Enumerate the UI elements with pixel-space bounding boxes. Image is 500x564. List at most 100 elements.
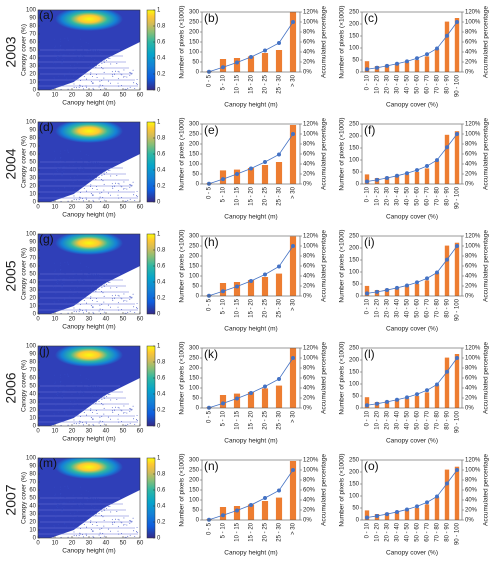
x-tick-label: 25 - 30 [277, 186, 283, 205]
x-tick-label: 70 - 80 [435, 522, 441, 541]
x-tick-label: 70 - 80 [435, 186, 441, 205]
scatter-dot [54, 277, 56, 279]
scatter-dot [96, 396, 98, 398]
scatter-dot [120, 297, 122, 299]
scatter-dot [90, 72, 92, 74]
scatter-dot [64, 299, 66, 301]
scatter-dot [129, 310, 131, 312]
accumulated-point [405, 507, 409, 512]
y2-tick-label: 0% [303, 70, 312, 76]
scatter-dot [73, 198, 75, 200]
colorbar-tick-label: 0 [157, 536, 161, 542]
scatter-dot [63, 420, 65, 422]
x-axis-label: Canopy height (m) [62, 212, 115, 219]
scatter-dot [99, 528, 101, 530]
scatter-dot [106, 171, 108, 173]
y2-tick-label: 80% [303, 366, 316, 372]
scatter-dot [91, 178, 93, 180]
y-tick-label: 100 [349, 46, 360, 52]
scatter-dot [107, 170, 109, 172]
scatter-dot [76, 504, 77, 506]
x-tick-label: 5 - 10 [221, 186, 227, 202]
scatter-dot [71, 58, 73, 59]
scatter-dot [95, 66, 97, 68]
density-cloud [38, 346, 140, 426]
scatter-dot [91, 523, 93, 525]
scatter-dot [103, 87, 105, 89]
x-axis-label: Canopy cover (%) [386, 214, 438, 221]
accumulated-point [235, 60, 239, 65]
scatter-dot [54, 498, 55, 500]
scatter-dot [87, 385, 89, 387]
scatter-dot [89, 514, 91, 516]
scatter-dot [92, 178, 94, 180]
scatter-dot [82, 518, 84, 520]
accumulated-point [385, 399, 389, 404]
scatter-dot [120, 409, 122, 411]
scatter-dot [85, 85, 87, 87]
scatter-dot [62, 175, 64, 177]
scatter-dot [75, 161, 77, 163]
x-tick-label: 10 - 20 [375, 186, 381, 205]
scatter-dot [80, 493, 82, 495]
scatter-dot [75, 535, 77, 537]
bar [364, 61, 370, 72]
accumulated-point [425, 164, 429, 169]
scatter-dot [72, 402, 74, 404]
x-axis-label: Canopy cover (%) [386, 438, 438, 445]
y-tick-label: 90 [29, 240, 36, 246]
y-tick-label: 50 [352, 170, 359, 176]
y2-tick-label: 0% [465, 518, 474, 524]
scatter-dot [136, 532, 138, 533]
x-tick-label: 70 - 80 [435, 410, 441, 429]
scatter-dot [90, 511, 92, 513]
y2-tick-label: 20% [303, 172, 316, 178]
scatter-dot [102, 421, 104, 422]
scatter-dot [58, 524, 60, 526]
y-tick-label: 0 [356, 182, 360, 188]
x-tick-label: 50 - 60 [415, 298, 421, 317]
y2-tick-label: 80% [303, 254, 316, 260]
x-tick-label: 60 - 70 [425, 74, 431, 93]
scatter-dot [118, 533, 120, 535]
scatter-dot [95, 410, 97, 411]
scatter-dot [91, 75, 93, 77]
accumulated-point [235, 172, 239, 176]
scatter-dot [64, 523, 66, 525]
y-tick-label: 0 [356, 294, 360, 300]
scatter-dot [111, 295, 113, 297]
x-tick-label: 10 - 20 [375, 410, 381, 429]
accumulated-point [415, 504, 419, 509]
scatter-dot [111, 71, 113, 73]
bar-line-panel: 0501001502002503000%20%40%60%80%100%120%… [179, 5, 328, 108]
y2-tick-label: 0% [465, 70, 474, 76]
x-tick-label: 0 - 5 [207, 74, 213, 87]
scatter-dot [60, 391, 62, 393]
scatter-dot [127, 199, 129, 201]
y2-tick-label: 80% [303, 478, 316, 484]
scatter-dot [93, 385, 95, 387]
scatter-dot [104, 170, 106, 172]
scatter-dot [71, 506, 73, 507]
scatter-dot [53, 536, 55, 538]
colorbar-tick-label: 0.8 [157, 472, 166, 478]
x-tick-label: 5 - 10 [221, 410, 227, 426]
scatter-dot [60, 508, 62, 510]
y2-tick-label: 120% [303, 346, 319, 352]
scatter-dot [95, 402, 97, 404]
accumulated-point [365, 179, 369, 184]
y2-tick-label: 80% [465, 142, 478, 148]
accumulated-point [291, 244, 295, 248]
scatter-dot [80, 280, 82, 282]
scatter-dot [136, 307, 138, 308]
y-tick-label: 250 [189, 468, 200, 474]
scatter-dot [59, 195, 61, 197]
scatter-dot [101, 510, 103, 512]
scatter-dot [98, 288, 100, 290]
bar [454, 466, 460, 520]
bar [233, 58, 241, 72]
scatter-dot [63, 278, 65, 280]
scatter-dot [121, 533, 123, 535]
y-tick-label: 60 [29, 264, 36, 270]
